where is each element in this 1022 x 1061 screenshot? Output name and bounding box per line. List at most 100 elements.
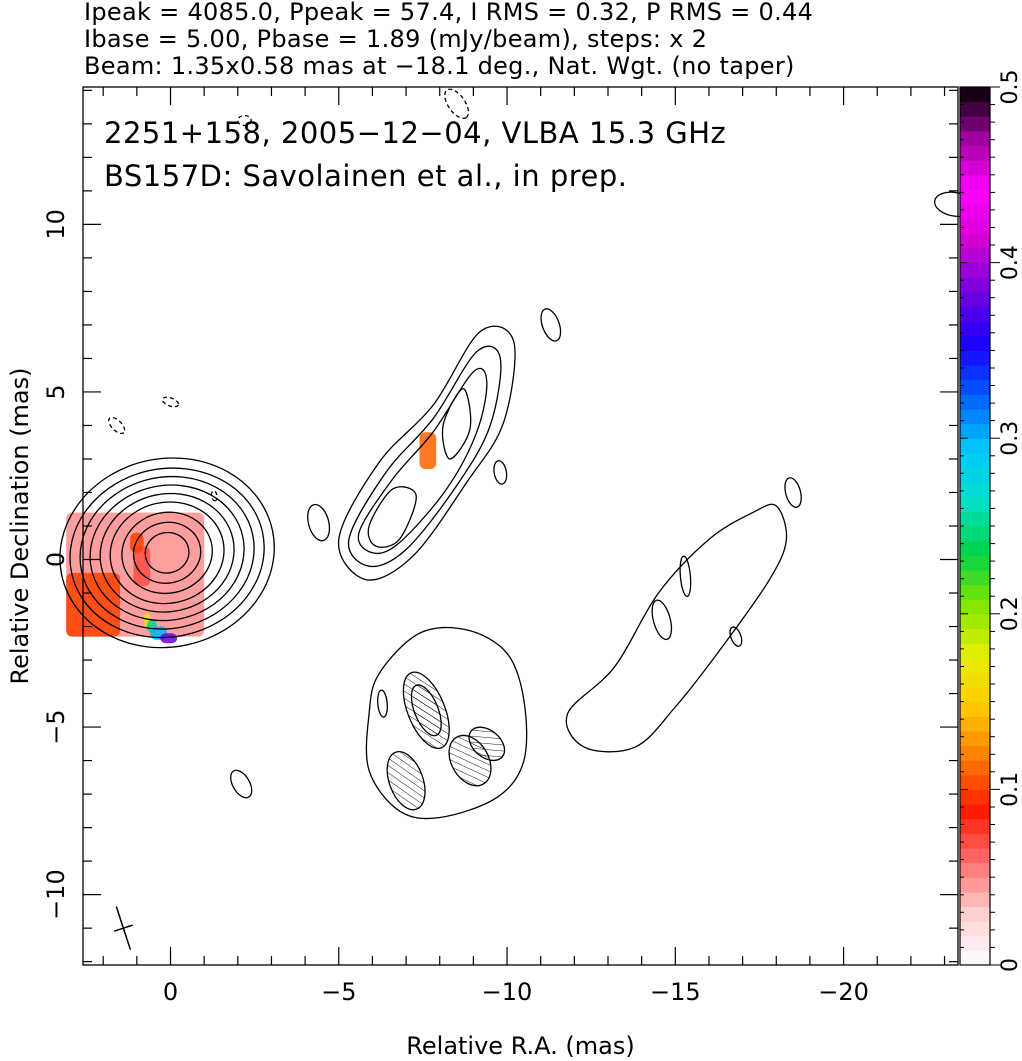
jet-contour-1	[347, 345, 502, 568]
colorbar-swatch	[960, 291, 990, 308]
colorbar-swatch	[960, 847, 990, 864]
colorbar-swatch	[960, 906, 990, 922]
colorbar-swatch	[960, 233, 990, 249]
colorbar-tick-label: 0.3	[998, 421, 1022, 456]
contour-island-7	[729, 626, 743, 647]
colorbar-swatch	[960, 701, 990, 717]
colorbar-tick-label: 0	[998, 958, 1022, 972]
colorbar-swatch	[960, 160, 990, 176]
colorbar-swatch	[960, 204, 990, 220]
southern-inner-contour-1	[410, 684, 442, 737]
core-contour-8	[144, 531, 190, 574]
contour-island-5	[679, 555, 692, 598]
polarized-intensity-layer	[66, 432, 437, 644]
colorbar-tick-label: 0.1	[998, 772, 1022, 807]
y-axis-label: Relative Declination (mas)	[6, 367, 34, 684]
contour-island-3	[493, 460, 508, 485]
contour-island-0	[230, 769, 253, 799]
pol-patch-8	[160, 633, 178, 644]
contour-island-13	[161, 396, 180, 408]
colorbar-swatch	[960, 584, 990, 600]
y-tick-label: −5	[42, 709, 70, 744]
colorbar-swatch	[960, 950, 990, 966]
y-tick-label: 10	[42, 209, 70, 240]
colorbar-tick-label: 0.2	[998, 596, 1022, 631]
colorbar: 0 0.1 0.2 0.3 0.4 0.5	[959, 70, 1022, 972]
core-contour-0	[59, 457, 275, 649]
colorbar-swatch	[960, 467, 990, 483]
reference-annotation: BS157D: Savolainen et al., in prep.	[104, 159, 628, 193]
x-tick-label: 0	[163, 978, 178, 1006]
colorbar-swatch	[960, 116, 990, 132]
core-contour-4	[99, 492, 235, 613]
contour-island-10	[444, 88, 470, 120]
colorbar-swatch	[960, 145, 990, 161]
axis-labels: 0 −5 −10 −15 −20 −10 −5 0 5 10 Relative R.A. (mas)…	[6, 209, 869, 1060]
colorbar-swatch	[960, 862, 990, 878]
contour-island-8	[377, 689, 388, 718]
y-tick-label: −10	[42, 869, 70, 920]
colorbar-swatch	[960, 804, 990, 820]
colorbar-swatch	[960, 189, 990, 205]
plot-frame	[82, 86, 959, 966]
colorbar-swatch	[960, 335, 990, 351]
colorbar-swatch	[960, 569, 990, 586]
colorbar-swatch	[960, 643, 990, 659]
colorbar-swatch	[960, 218, 990, 234]
x-tick-label: −20	[818, 978, 869, 1006]
colorbar-swatch	[960, 657, 990, 673]
colorbar-swatch	[960, 613, 990, 630]
colorbar-swatch	[960, 540, 990, 556]
colorbar-swatch	[960, 716, 990, 732]
header-line-2: Ibase = 5.00, Pbase = 1.89 (mJy/beam), s…	[84, 25, 708, 53]
colorbar-swatch	[960, 599, 990, 615]
colorbar-swatch	[960, 760, 990, 776]
contour-island-11	[237, 114, 252, 127]
core-contour-3	[89, 484, 245, 622]
colorbar-swatch	[960, 438, 990, 454]
colorbar-swatch	[960, 321, 990, 337]
colorbar-swatch	[960, 247, 990, 264]
jet-contour-4	[441, 387, 472, 460]
core-contour-1	[69, 467, 265, 639]
colorbar-swatch	[960, 482, 990, 498]
plot-border	[82, 86, 959, 966]
colorbar-swatch	[960, 628, 990, 644]
colorbar-swatch	[960, 935, 990, 951]
jet-contour-3	[367, 486, 417, 548]
header-line-1: Ipeak = 4085.0, Ppeak = 57.4, I RMS = 0.…	[84, 0, 814, 26]
colorbar-swatch	[960, 745, 990, 761]
colorbar-swatch	[960, 921, 990, 937]
core-contour-7	[132, 521, 202, 584]
jet-contour-0	[338, 325, 516, 581]
contour-island-4	[784, 477, 802, 508]
colorbar-swatch	[960, 394, 990, 410]
colorbar-swatch	[960, 87, 990, 103]
colorbar-swatch	[960, 408, 990, 425]
colorbar-tick-label: 0.5	[998, 70, 1022, 105]
colorbar-swatch	[960, 555, 990, 571]
contour-island-14	[210, 490, 218, 502]
colorbar-swatch	[960, 262, 990, 278]
contour-island-6	[651, 599, 673, 641]
intensity-contours	[59, 88, 976, 950]
core-contour-5	[109, 501, 225, 605]
source-annotation: 2251+158, 2005−12−04, VLBA 15.3 GHz	[104, 116, 726, 150]
contour-island-1	[307, 503, 331, 542]
colorbar-swatch	[960, 526, 990, 542]
contour-island-2	[540, 308, 562, 342]
colorbar-swatch	[960, 833, 990, 849]
extended-jet-contour	[565, 503, 788, 753]
jet-contour-2	[357, 367, 488, 555]
contour-island-12	[108, 416, 126, 435]
colorbar-swatch	[960, 350, 990, 366]
colorbar-swatch	[960, 774, 990, 790]
colorbar-swatch	[960, 174, 990, 191]
header-line-3: Beam: 1.35x0.58 mas at −18.1 deg., Nat. …	[84, 52, 795, 80]
colorbar-swatch	[960, 277, 990, 293]
pol-patch-4	[419, 432, 437, 470]
colorbar-tick-label: 0.4	[998, 245, 1022, 280]
colorbar-swatch	[960, 496, 990, 512]
colorbar-swatch	[960, 101, 990, 117]
